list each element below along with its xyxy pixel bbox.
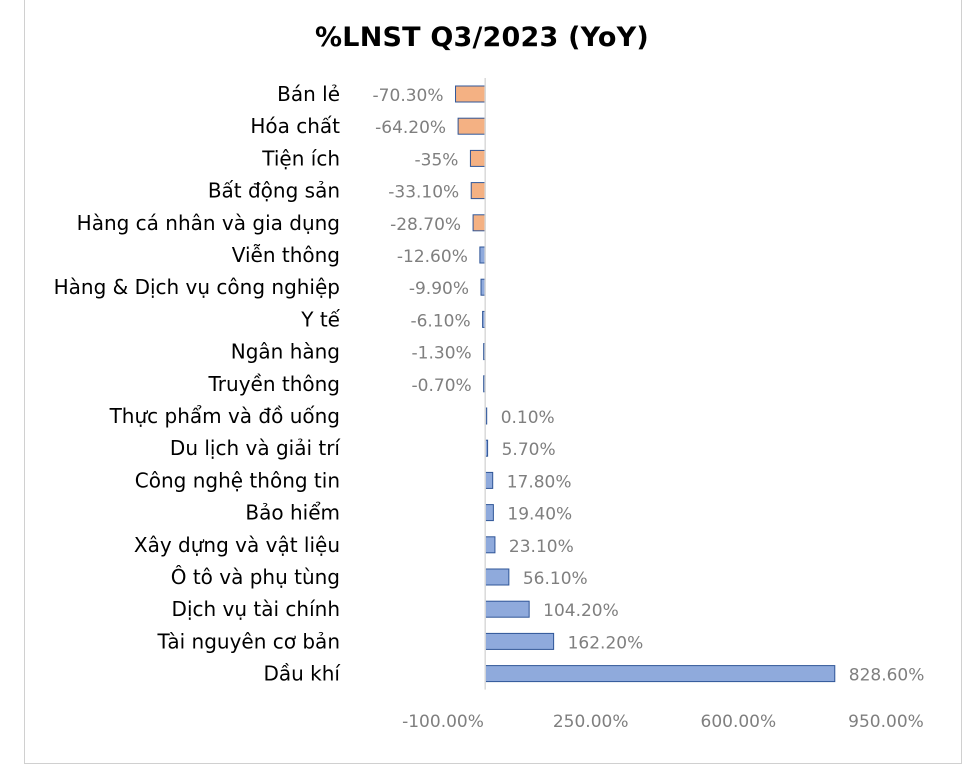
bar-1	[455, 85, 486, 103]
bar-6	[479, 246, 486, 264]
category-label-4: Bất động sản	[208, 179, 340, 203]
data-label-2: -64.20%	[375, 118, 446, 138]
category-label-2: Hóa chất	[250, 114, 340, 138]
data-label-18: 162.20%	[568, 633, 644, 653]
bars-layer	[455, 85, 836, 683]
data-label-15: 23.10%	[509, 537, 574, 557]
bar-16	[484, 568, 510, 586]
category-label-6: Viễn thông	[232, 243, 340, 267]
data-label-13: 17.80%	[507, 472, 572, 492]
category-label-11: Thực phẩm và đồ uống	[109, 404, 340, 428]
bar-3	[469, 149, 486, 167]
category-label-8: Y tế	[300, 307, 340, 331]
category-label-10: Truyền thông	[208, 372, 340, 396]
axis-layer: -100.00% 250.00% 600.00% 950.00%	[402, 78, 924, 732]
x-tick-label-1: -100.00%	[402, 712, 484, 732]
category-label-18: Tài nguyên cơ bản	[157, 629, 341, 653]
data-label-4: -33.10%	[388, 183, 459, 203]
bar-15	[484, 536, 496, 554]
category-label-19: Dầu khí	[263, 662, 341, 686]
data-label-1: -70.30%	[373, 86, 444, 106]
data-label-6: -12.60%	[397, 247, 468, 267]
x-tick-label-4: 950.00%	[848, 712, 924, 732]
bar-19	[484, 665, 836, 683]
data-label-11: 0.10%	[501, 408, 555, 428]
category-label-17: Dịch vụ tài chính	[172, 597, 340, 621]
bar-5	[472, 214, 486, 232]
data-label-5: -28.70%	[390, 215, 461, 235]
category-label-1: Bán lẻ	[277, 82, 340, 106]
chart-frame	[24, 0, 962, 764]
category-label-5: Hàng cá nhân và gia dụng	[77, 211, 340, 235]
data-label-7: -9.90%	[409, 279, 469, 299]
data-label-14: 19.40%	[507, 505, 572, 525]
bar-17	[484, 600, 530, 618]
bar-2	[457, 117, 486, 135]
chart-title: %LNST Q3/2023 (YoY)	[315, 22, 649, 53]
bar-13	[484, 471, 494, 489]
x-tick-label-2: 250.00%	[553, 712, 629, 732]
labels-layer: Bán lẻ -70.30% Hóa chất -64.20% Tiện ích -35%…	[54, 82, 925, 686]
bar-18	[484, 632, 555, 650]
category-label-9: Ngân hàng	[231, 340, 340, 364]
category-label-16: Ô tô và phụ tùng	[171, 565, 340, 589]
category-label-13: Công nghệ thông tin	[135, 468, 340, 492]
category-label-14: Bảo hiểm	[245, 501, 340, 525]
category-label-3: Tiện ích	[261, 146, 340, 170]
data-label-10: -0.70%	[412, 376, 472, 396]
data-label-3: -35%	[415, 150, 459, 170]
data-label-17: 104.20%	[543, 601, 619, 621]
bar-14	[484, 504, 494, 522]
data-label-16: 56.10%	[523, 569, 588, 589]
bar-4	[470, 182, 486, 200]
data-label-9: -1.30%	[412, 344, 472, 364]
x-tick-label-3: 600.00%	[701, 712, 777, 732]
category-label-15: Xây dựng và vật liệu	[134, 533, 340, 557]
data-label-8: -6.10%	[410, 311, 470, 331]
category-label-12: Du lịch và giải trí	[170, 436, 342, 460]
data-label-12: 5.70%	[502, 440, 556, 460]
data-label-19: 828.60%	[849, 666, 925, 686]
category-label-7: Hàng & Dịch vụ công nghiệp	[54, 275, 340, 299]
